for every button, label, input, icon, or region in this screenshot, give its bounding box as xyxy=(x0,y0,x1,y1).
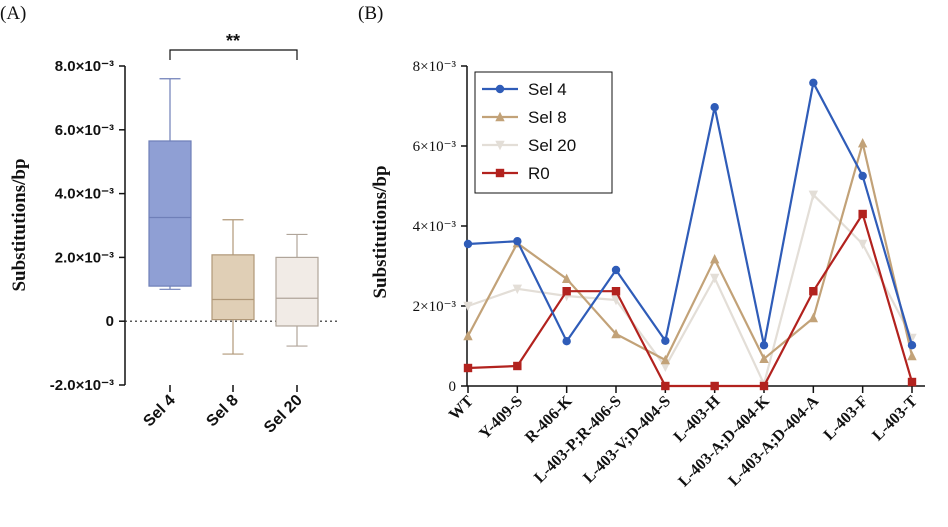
data-point-sel-20 xyxy=(463,301,473,312)
data-point-sel-8 xyxy=(660,354,671,365)
data-point-r0 xyxy=(858,209,867,219)
legend-item-r0: R0 xyxy=(482,164,550,183)
panel-a-boxplot: (A) Substitutions/bp 8.0×10⁻³ 6.0×10⁻³ 4.0… xyxy=(0,3,340,437)
data-point-sel-8 xyxy=(759,353,769,363)
panel-a-label: (A) xyxy=(0,3,26,24)
panel-b-category-label: L-403-P;R-406-S xyxy=(531,393,625,487)
series-line-r0 xyxy=(467,212,914,388)
panel-a-y-tick-label: 2.0×10⁻³ xyxy=(55,249,114,266)
significance-label: ** xyxy=(226,31,240,51)
panel-b-category-label: L-403-T xyxy=(869,393,921,445)
panel-a-y-axis-title: Substitutions/bp xyxy=(9,158,30,291)
panel-a-y-tick-label: 8.0×10⁻³ xyxy=(55,58,114,75)
box-sel-8 xyxy=(211,219,255,392)
legend-label: Sel 8 xyxy=(528,108,567,127)
panel-b-category-label: L-403-F xyxy=(821,393,872,444)
panel-a-y-tick-label: -2.0×10⁻³ xyxy=(50,377,114,394)
data-point-sel-20 xyxy=(857,239,868,250)
legend-swatch-marker xyxy=(495,168,505,178)
legend-item-sel-4: Sel 4 xyxy=(482,80,567,99)
panel-b-category-label: L-403-V;D-404-S xyxy=(580,393,674,487)
data-point-sel-8 xyxy=(907,350,917,361)
data-point-r0 xyxy=(809,287,818,296)
panel-a-y-tick-label: 4.0×10⁻³ xyxy=(55,186,114,203)
panel-a-boxes xyxy=(148,78,319,392)
panel-b-y-tick-label: 6×10⁻³ xyxy=(413,139,457,155)
data-point-sel-8 xyxy=(808,312,819,323)
box-sel-20 xyxy=(275,233,319,392)
data-point-sel-4 xyxy=(463,239,473,249)
panel-b-y-tick-label: 4×10⁻³ xyxy=(413,219,457,235)
legend-swatch-marker xyxy=(495,84,505,94)
panel-b-linechart: (B) Substitutions/bp 0 2×10⁻³ 4×10⁻³ 6×10⁻³… xyxy=(358,3,925,490)
panel-a-y-tick-label: 0 xyxy=(106,313,114,330)
panel-b-series xyxy=(463,78,917,391)
data-point-sel-8 xyxy=(561,273,572,283)
panel-a-category-label: Sel 8 xyxy=(203,392,242,431)
data-point-sel-20 xyxy=(709,273,720,284)
data-point-r0 xyxy=(661,381,670,391)
series-line-sel-4 xyxy=(467,81,914,347)
data-point-r0 xyxy=(759,381,769,391)
panel-b-y-ticks: 0 2×10⁻³ 4×10⁻³ 6×10⁻³ 8×10⁻³ xyxy=(413,59,467,395)
series-line-sel-8 xyxy=(467,142,914,362)
data-point-sel-4 xyxy=(513,237,522,246)
significance-bracket-line xyxy=(169,49,298,60)
panel-a-category-labels: Sel 4 Sel 8 Sel 20 xyxy=(140,392,306,437)
data-point-sel-20 xyxy=(808,190,819,200)
legend-item-sel-8: Sel 8 xyxy=(482,108,567,127)
panel-b-legend: Sel 4 Sel 8 Sel 20 R0 xyxy=(474,71,613,194)
legend-swatch-marker xyxy=(495,140,505,151)
data-point-sel-8 xyxy=(611,328,621,339)
panel-b-y-tick-label: 8×10⁻³ xyxy=(413,59,457,75)
box-iqr xyxy=(275,256,319,327)
panel-a-category-label: Sel 20 xyxy=(261,392,306,437)
panel-b-category-label: L-403-A;D-404-K xyxy=(675,392,773,490)
data-point-sel-20 xyxy=(512,284,523,294)
data-point-sel-4 xyxy=(858,171,867,181)
data-point-r0 xyxy=(513,361,522,371)
panel-b-y-axis-title: Substitutions/bp xyxy=(370,165,391,298)
data-point-sel-4 xyxy=(759,341,769,350)
box-iqr xyxy=(211,254,255,321)
panel-b-label: (B) xyxy=(358,3,383,24)
panel-b-y-tick-label: 2×10⁻³ xyxy=(413,299,457,315)
data-point-r0 xyxy=(562,287,571,296)
panel-b-category-label: WT xyxy=(446,393,477,424)
series-r0 xyxy=(463,209,917,391)
legend-label: Sel 20 xyxy=(528,136,576,155)
data-point-sel-4 xyxy=(661,336,670,345)
significance-bracket: ** xyxy=(169,31,298,60)
legend-item-sel-20: Sel 20 xyxy=(482,136,576,155)
data-point-r0 xyxy=(710,381,719,391)
panel-b-y-tick-label: 0 xyxy=(449,379,457,395)
legend-label: Sel 4 xyxy=(528,80,567,99)
panel-b-category-label: L-403-A;D-404-A xyxy=(725,392,822,489)
data-point-r0 xyxy=(907,377,917,387)
panel-b-category-labels: WT Y-409-SR-406-KL-403-P;R-406-SL-403-V;D… xyxy=(446,392,921,490)
data-point-sel-8 xyxy=(857,138,868,148)
data-point-sel-20 xyxy=(660,362,671,372)
panel-a-y-tick-label: 6.0×10⁻³ xyxy=(55,122,114,139)
legend-label: R0 xyxy=(528,164,550,183)
data-point-r0 xyxy=(611,287,621,296)
data-point-r0 xyxy=(463,363,473,373)
panel-a-y-ticks: 8.0×10⁻³ 6.0×10⁻³ 4.0×10⁻³ 2.0×10⁻³ 0 -2.0×10… xyxy=(50,58,125,394)
data-point-sel-20 xyxy=(611,295,621,306)
data-point-sel-4 xyxy=(562,337,571,346)
panel-b-category-label: Y-409-S xyxy=(476,393,526,443)
series-sel-4 xyxy=(463,78,917,350)
box-sel-4 xyxy=(148,78,192,392)
data-point-sel-8 xyxy=(709,254,720,264)
data-point-sel-4 xyxy=(710,103,719,112)
data-point-sel-4 xyxy=(809,78,818,88)
data-point-sel-4 xyxy=(907,341,917,350)
legend-swatch-marker xyxy=(495,111,505,122)
data-point-sel-8 xyxy=(463,330,473,341)
box-iqr xyxy=(148,140,192,287)
panel-a-category-label: Sel 4 xyxy=(140,392,179,431)
data-point-sel-4 xyxy=(611,265,621,275)
